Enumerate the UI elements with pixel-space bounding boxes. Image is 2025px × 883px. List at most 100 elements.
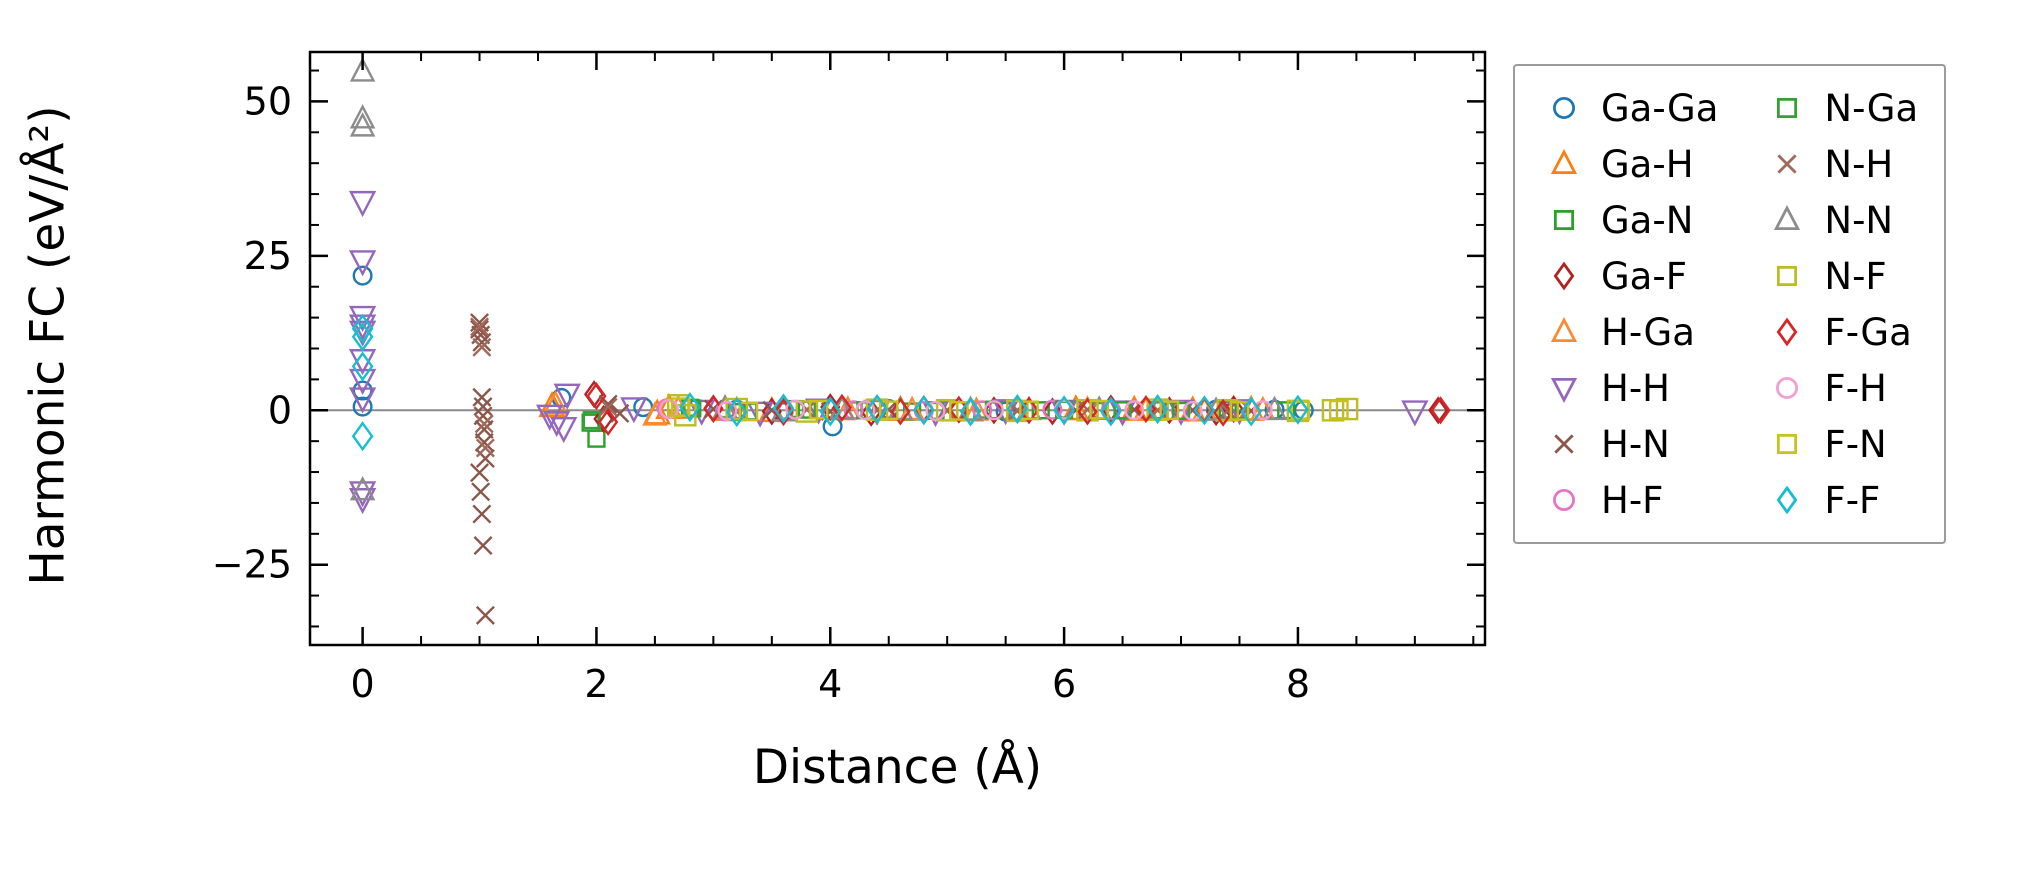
data-point — [470, 463, 490, 483]
legend-marker — [1550, 316, 1578, 343]
circle-icon — [1776, 376, 1799, 400]
legend-marker — [1553, 209, 1575, 231]
data-point — [738, 401, 759, 422]
data-point — [348, 387, 377, 414]
data-point — [746, 401, 774, 428]
data-point — [1113, 401, 1132, 420]
data-point — [925, 400, 946, 421]
data-point — [1229, 401, 1250, 421]
legend-label: H-Ga — [1601, 310, 1695, 354]
data-point — [1212, 398, 1234, 427]
legend-label: N-F — [1824, 254, 1887, 298]
diamond-icon — [1553, 261, 1575, 291]
series-F-N — [670, 397, 1349, 422]
data-point — [1203, 396, 1229, 421]
data-point — [855, 400, 876, 421]
y-tick-label: 0 — [268, 388, 292, 432]
data-point — [474, 414, 494, 434]
data-point — [912, 395, 935, 426]
data-point — [1006, 393, 1029, 425]
data-point — [351, 321, 374, 352]
data-point — [349, 104, 376, 129]
data-point — [586, 382, 607, 411]
data-point — [804, 398, 833, 425]
data-point — [1193, 395, 1216, 426]
data-point — [475, 605, 495, 625]
legend-label: F-F — [1824, 478, 1881, 522]
data-point — [470, 317, 490, 337]
diamond-icon — [1777, 485, 1798, 515]
data-point — [703, 394, 724, 424]
legend-marker — [1776, 376, 1799, 400]
data-point — [795, 400, 819, 423]
data-point — [658, 399, 679, 420]
legend-item-Ga-F: Ga-F — [1541, 248, 1718, 304]
data-point — [1159, 400, 1180, 421]
legend-marker — [1777, 154, 1798, 174]
legend-item-N-Ga: N-Ga — [1764, 80, 1918, 136]
data-point — [935, 398, 959, 422]
legend-label: Ga-Ga — [1601, 86, 1719, 130]
legend-marker — [1777, 433, 1798, 455]
data-point — [348, 190, 377, 218]
data-point — [474, 432, 494, 452]
legend-label: Ga-N — [1601, 198, 1694, 242]
data-point — [472, 332, 492, 352]
data-point — [348, 250, 377, 277]
data-point — [1124, 400, 1145, 421]
data-point — [959, 396, 982, 427]
x-axis-label: Distance (Å) — [752, 740, 1043, 795]
data-point — [349, 112, 376, 137]
data-point — [878, 400, 899, 421]
data-point — [349, 475, 376, 501]
y-tick-label: 50 — [244, 79, 292, 123]
legend-marker — [1553, 261, 1575, 291]
series-N-H — [470, 317, 1238, 458]
x-icon — [1777, 154, 1798, 174]
data-point — [772, 393, 795, 424]
data-point — [598, 407, 619, 437]
circle-icon — [1552, 488, 1576, 512]
square-icon — [1777, 97, 1798, 119]
legend-label: H-H — [1601, 366, 1670, 410]
legend-marker — [1777, 97, 1798, 119]
legend-item-N-F: N-F — [1764, 248, 1918, 304]
data-point — [351, 313, 374, 344]
legend-item-F-H: F-H — [1764, 360, 1918, 416]
data-point — [473, 397, 493, 417]
data-point — [1252, 400, 1273, 421]
data-point — [808, 399, 829, 420]
legend-label: N-N — [1824, 198, 1894, 242]
y-ticks — [310, 69, 1485, 628]
legend-marker — [1550, 148, 1578, 175]
square-icon — [1553, 209, 1575, 231]
data-point — [1171, 401, 1191, 421]
legend-label: N-H — [1824, 142, 1894, 186]
y-axis-label: Harmonic FC (eV/Å²) — [20, 105, 76, 586]
data-point — [717, 400, 738, 421]
y-tick-label: −25 — [212, 543, 292, 587]
data-point — [1146, 393, 1169, 425]
data-point — [472, 337, 492, 357]
x-tick-label: 0 — [351, 662, 375, 706]
legend-item-Ga-N: Ga-N — [1541, 192, 1718, 248]
data-point — [991, 399, 1020, 426]
data-point — [983, 400, 1004, 421]
legend: Ga-Ga Ga-H Ga-N Ga-F H-Ga H-H H-N H-F N-Ga N-H N-N… — [1513, 64, 1947, 544]
data-point — [890, 397, 911, 426]
data-point — [1430, 396, 1451, 425]
data-point — [620, 397, 648, 424]
diamond-icon — [1777, 317, 1798, 347]
data-point — [471, 482, 491, 502]
legend-item-H-N: H-N — [1541, 416, 1718, 472]
triangle-up-icon — [1550, 316, 1578, 343]
data-point — [1261, 395, 1288, 421]
x-icon — [1554, 434, 1574, 454]
data-point — [957, 396, 984, 421]
data-point — [866, 393, 888, 425]
legend-item-Ga-H: Ga-H — [1541, 136, 1718, 192]
data-point — [725, 397, 748, 428]
legend-label: N-Ga — [1824, 86, 1919, 130]
x-ticks — [361, 52, 1475, 645]
